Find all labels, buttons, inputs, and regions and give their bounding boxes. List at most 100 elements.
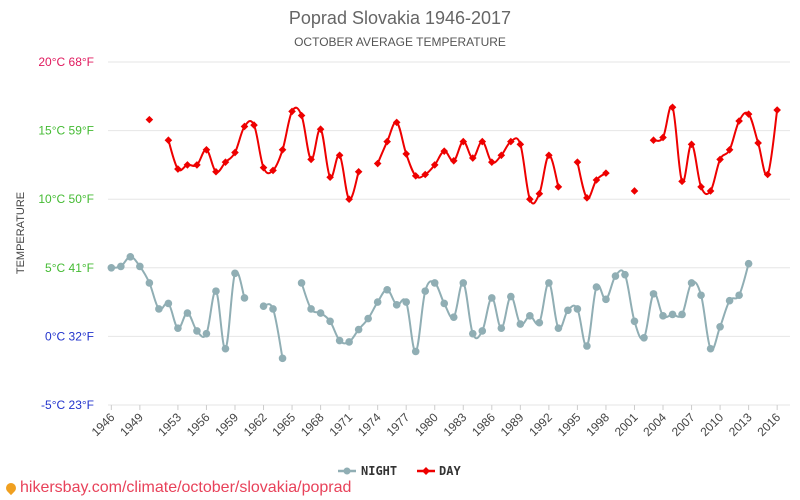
data-point-day[interactable] <box>316 125 325 134</box>
data-point-night[interactable] <box>335 336 344 345</box>
data-point-night[interactable] <box>373 298 382 306</box>
data-point-night[interactable] <box>526 312 534 320</box>
data-point-day[interactable] <box>706 187 715 195</box>
data-point-night[interactable] <box>430 279 439 287</box>
data-point-night[interactable] <box>564 306 572 315</box>
data-point-day[interactable] <box>735 117 743 125</box>
data-point-day[interactable] <box>411 172 420 180</box>
data-point-day[interactable] <box>630 187 639 195</box>
data-point-night[interactable] <box>507 292 515 301</box>
data-point-night[interactable] <box>497 324 506 332</box>
data-point-night[interactable] <box>630 317 639 326</box>
data-point-day[interactable] <box>668 103 677 112</box>
data-point-day[interactable] <box>468 154 477 162</box>
data-point-night[interactable] <box>421 287 430 295</box>
data-point-day[interactable] <box>345 195 353 203</box>
data-point-night[interactable] <box>545 279 553 287</box>
data-point-day[interactable] <box>697 183 705 191</box>
data-point-day[interactable] <box>373 159 382 168</box>
legend-item-day[interactable]: DAY <box>417 464 461 478</box>
data-point-day[interactable] <box>725 146 734 154</box>
data-point-night[interactable] <box>678 310 686 319</box>
data-point-day[interactable] <box>250 121 258 129</box>
data-point-night[interactable] <box>231 269 239 278</box>
data-point-day[interactable] <box>164 136 173 145</box>
data-point-day[interactable] <box>592 176 601 184</box>
data-point-day[interactable] <box>383 137 391 146</box>
data-point-night[interactable] <box>392 301 401 309</box>
data-point-day[interactable] <box>193 161 201 169</box>
data-point-night[interactable] <box>488 294 496 302</box>
data-point-night[interactable] <box>297 279 306 287</box>
data-point-night[interactable] <box>535 318 544 327</box>
data-point-night[interactable] <box>621 270 629 279</box>
data-point-night[interactable] <box>411 347 420 356</box>
data-point-night[interactable] <box>145 279 154 287</box>
data-point-day[interactable] <box>269 166 277 175</box>
legend-item-night[interactable]: NIGHT <box>338 464 397 478</box>
data-point-night[interactable] <box>592 283 601 291</box>
data-point-night[interactable] <box>278 354 287 363</box>
data-point-day[interactable] <box>687 140 696 149</box>
data-point-night[interactable] <box>706 344 715 353</box>
data-point-day[interactable] <box>478 137 487 146</box>
data-point-day[interactable] <box>402 150 410 158</box>
data-point-night[interactable] <box>468 329 477 338</box>
source-link[interactable]: hikersbay.com/climate/october/slovakia/p… <box>3 479 351 497</box>
data-point-day[interactable] <box>535 189 544 198</box>
data-point-day[interactable] <box>183 161 192 169</box>
data-point-night[interactable] <box>193 327 201 335</box>
data-point-night[interactable] <box>269 305 277 313</box>
data-point-day[interactable] <box>430 161 439 169</box>
data-point-night[interactable] <box>573 305 582 313</box>
data-point-day[interactable] <box>516 140 525 149</box>
data-point-day[interactable] <box>240 122 249 131</box>
data-point-night[interactable] <box>345 338 353 346</box>
data-point-night[interactable] <box>183 309 192 317</box>
data-point-night[interactable] <box>640 333 648 342</box>
data-point-night[interactable] <box>107 264 116 272</box>
data-point-day[interactable] <box>440 147 449 155</box>
data-point-night[interactable] <box>402 298 410 306</box>
data-point-day[interactable] <box>526 195 534 203</box>
data-point-night[interactable] <box>735 291 743 300</box>
data-point-day[interactable] <box>763 170 772 179</box>
data-point-night[interactable] <box>716 322 724 331</box>
data-point-day[interactable] <box>507 137 515 146</box>
data-point-night[interactable] <box>326 317 334 326</box>
data-point-day[interactable] <box>744 110 753 118</box>
data-point-day[interactable] <box>449 156 458 165</box>
data-point-day[interactable] <box>221 158 230 166</box>
data-point-day[interactable] <box>678 177 686 186</box>
data-point-day[interactable] <box>335 151 344 160</box>
data-point-night[interactable] <box>687 279 696 287</box>
data-point-night[interactable] <box>316 309 325 317</box>
data-point-night[interactable] <box>174 324 182 332</box>
data-point-day[interactable] <box>174 165 182 173</box>
data-point-day[interactable] <box>602 169 610 177</box>
data-point-night[interactable] <box>307 305 315 313</box>
data-point-day[interactable] <box>773 106 781 114</box>
data-point-night[interactable] <box>354 325 363 334</box>
data-point-night[interactable] <box>259 302 268 311</box>
data-point-day[interactable] <box>354 167 363 176</box>
data-point-day[interactable] <box>497 151 506 160</box>
data-point-day[interactable] <box>573 158 582 166</box>
data-point-night[interactable] <box>554 324 563 332</box>
data-point-day[interactable] <box>145 115 154 124</box>
data-point-night[interactable] <box>478 327 487 335</box>
data-point-night[interactable] <box>364 314 372 323</box>
data-point-night[interactable] <box>449 313 458 321</box>
data-point-night[interactable] <box>744 259 753 268</box>
data-point-night[interactable] <box>697 291 705 300</box>
data-point-night[interactable] <box>383 285 391 294</box>
data-point-night[interactable] <box>164 299 173 308</box>
data-point-day[interactable] <box>545 151 553 160</box>
data-point-night[interactable] <box>117 262 125 271</box>
data-point-night[interactable] <box>202 329 211 338</box>
data-point-day[interactable] <box>583 194 591 202</box>
data-point-day[interactable] <box>212 167 220 176</box>
data-point-night[interactable] <box>583 342 591 350</box>
data-point-day[interactable] <box>754 139 762 147</box>
data-point-day[interactable] <box>459 137 468 146</box>
